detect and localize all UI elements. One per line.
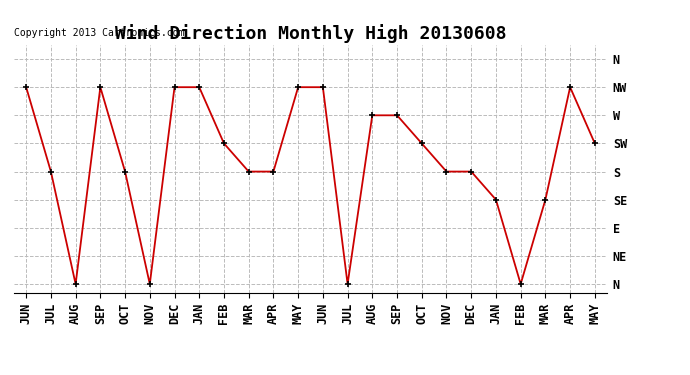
Text: Direction: Direction — [605, 26, 666, 36]
Text: Copyright 2013 Cartronics.com: Copyright 2013 Cartronics.com — [14, 28, 184, 38]
Title: Wind Direction Monthly High 20130608: Wind Direction Monthly High 20130608 — [115, 24, 506, 44]
